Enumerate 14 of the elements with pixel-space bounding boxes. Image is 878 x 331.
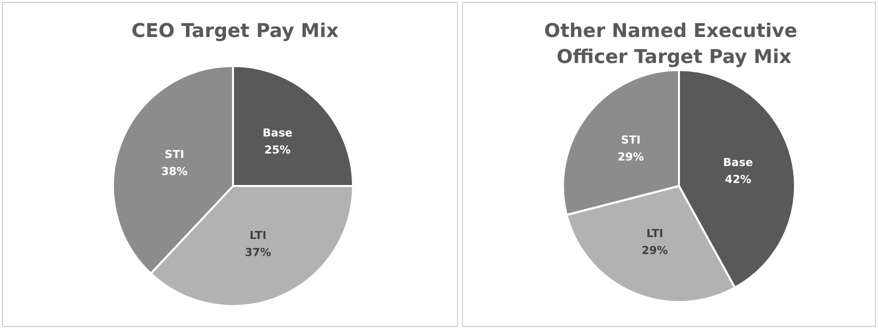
data-label: 38% xyxy=(161,164,188,178)
slice-label: STI xyxy=(164,148,184,161)
chart-title: CEO Target Pay Mix xyxy=(132,20,338,42)
data-label: 25% xyxy=(264,143,291,156)
slice-label: STI xyxy=(621,134,641,147)
data-label: 37% xyxy=(244,246,272,259)
data-label: 42% xyxy=(724,172,752,186)
data-label: 29% xyxy=(642,244,668,257)
data-label: 29% xyxy=(618,150,644,164)
slice-label: LTI xyxy=(250,228,266,242)
slice-label: LTI xyxy=(646,226,664,240)
slice-label: Base xyxy=(262,126,292,140)
slice-label: Base xyxy=(723,156,753,169)
chart-title: Other Named Executive Officer Target Pay Mix xyxy=(544,20,804,68)
